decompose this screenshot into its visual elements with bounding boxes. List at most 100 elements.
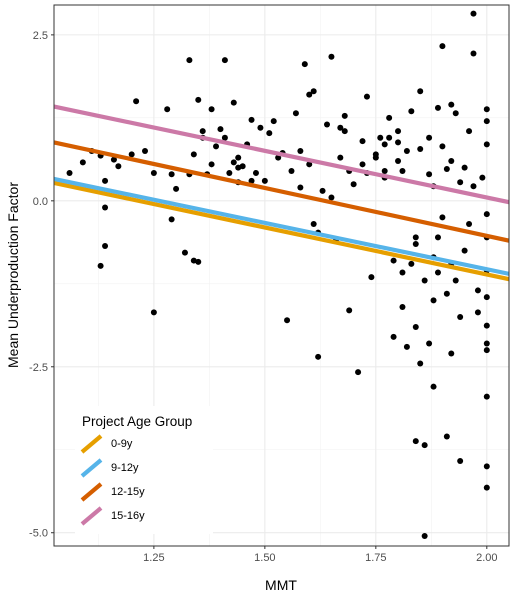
data-point — [483, 393, 490, 400]
data-point — [377, 134, 384, 141]
data-point — [439, 214, 446, 221]
data-point — [417, 146, 424, 153]
data-point — [412, 323, 419, 330]
data-point — [133, 98, 140, 105]
data-point — [381, 167, 388, 174]
data-point — [221, 134, 228, 141]
data-point — [315, 353, 322, 360]
data-point — [483, 294, 490, 301]
data-point — [248, 116, 255, 123]
fit-line — [53, 176, 510, 276]
y-tick-label: 2.5 — [33, 30, 48, 42]
data-point — [434, 269, 441, 276]
data-point — [208, 161, 215, 168]
data-point — [324, 121, 330, 128]
data-point — [412, 234, 419, 241]
data-point — [448, 350, 455, 357]
data-point — [368, 274, 375, 281]
data-point — [66, 169, 73, 176]
fit-line — [53, 180, 510, 282]
data-point — [448, 157, 455, 164]
data-point — [190, 151, 197, 158]
data-point — [221, 57, 228, 64]
data-point — [341, 128, 348, 135]
data-point — [421, 277, 428, 284]
data-point — [448, 101, 455, 108]
data-point — [168, 216, 175, 223]
data-point — [474, 287, 481, 294]
data-point — [443, 290, 450, 297]
data-point — [426, 171, 433, 178]
data-point — [399, 304, 406, 311]
data-point — [483, 463, 490, 470]
data-point — [181, 249, 188, 256]
data-point — [421, 533, 428, 540]
data-point — [443, 433, 450, 440]
y-tick-label: 0.0 — [33, 196, 48, 208]
data-point — [443, 165, 450, 172]
fit-line — [53, 104, 510, 205]
data-point — [275, 154, 282, 161]
data-point — [248, 177, 255, 184]
data-point — [186, 57, 193, 64]
data-point — [417, 88, 424, 95]
data-point — [297, 148, 304, 155]
data-point — [408, 108, 415, 115]
data-point — [399, 167, 406, 174]
data-point — [483, 106, 490, 113]
data-point — [483, 322, 490, 329]
data-point — [230, 159, 237, 166]
data-point — [363, 93, 370, 100]
data-point — [395, 128, 402, 135]
data-point — [195, 96, 202, 103]
data-point — [359, 161, 366, 168]
data-point — [168, 171, 175, 178]
data-point — [337, 124, 344, 131]
data-point — [452, 277, 459, 284]
legend-key — [80, 506, 103, 526]
regression-lines — [53, 104, 510, 282]
data-point — [97, 262, 104, 269]
data-point — [483, 141, 490, 148]
data-point — [457, 313, 464, 320]
data-point — [439, 143, 446, 150]
x-tick-label: 2.00 — [476, 552, 497, 564]
legend-label: 15-16y — [111, 510, 145, 522]
data-point — [301, 61, 308, 68]
plot-border — [53, 4, 510, 547]
data-point — [115, 163, 122, 170]
data-point — [328, 53, 335, 60]
data-point — [426, 340, 433, 347]
data-point — [466, 221, 473, 228]
data-point — [102, 242, 109, 249]
data-point — [266, 130, 273, 137]
y-axis-title: Mean Underproduction Factor — [5, 182, 21, 368]
data-point — [470, 183, 477, 190]
data-point — [195, 258, 202, 265]
data-point — [306, 91, 313, 98]
data-point — [217, 126, 224, 133]
data-point — [306, 161, 313, 168]
data-point — [461, 164, 468, 171]
data-point — [474, 309, 481, 316]
data-point — [341, 112, 348, 119]
data-point — [328, 194, 335, 201]
data-point — [479, 174, 486, 181]
data-point — [470, 10, 477, 17]
data-point — [213, 143, 220, 150]
data-point — [470, 50, 477, 57]
data-point — [226, 169, 233, 176]
data-point — [466, 128, 473, 135]
data-point — [483, 484, 490, 491]
data-point — [239, 163, 246, 170]
fit-line — [53, 140, 510, 243]
data-point — [372, 151, 379, 158]
data-point — [457, 458, 464, 465]
y-tick-label: -5.0 — [29, 528, 48, 540]
data-point — [297, 184, 304, 191]
data-point — [257, 124, 264, 131]
y-tick-label: -2.5 — [29, 362, 48, 374]
data-point — [150, 309, 157, 316]
data-point — [412, 240, 419, 247]
legend-label: 12-15y — [111, 486, 145, 498]
